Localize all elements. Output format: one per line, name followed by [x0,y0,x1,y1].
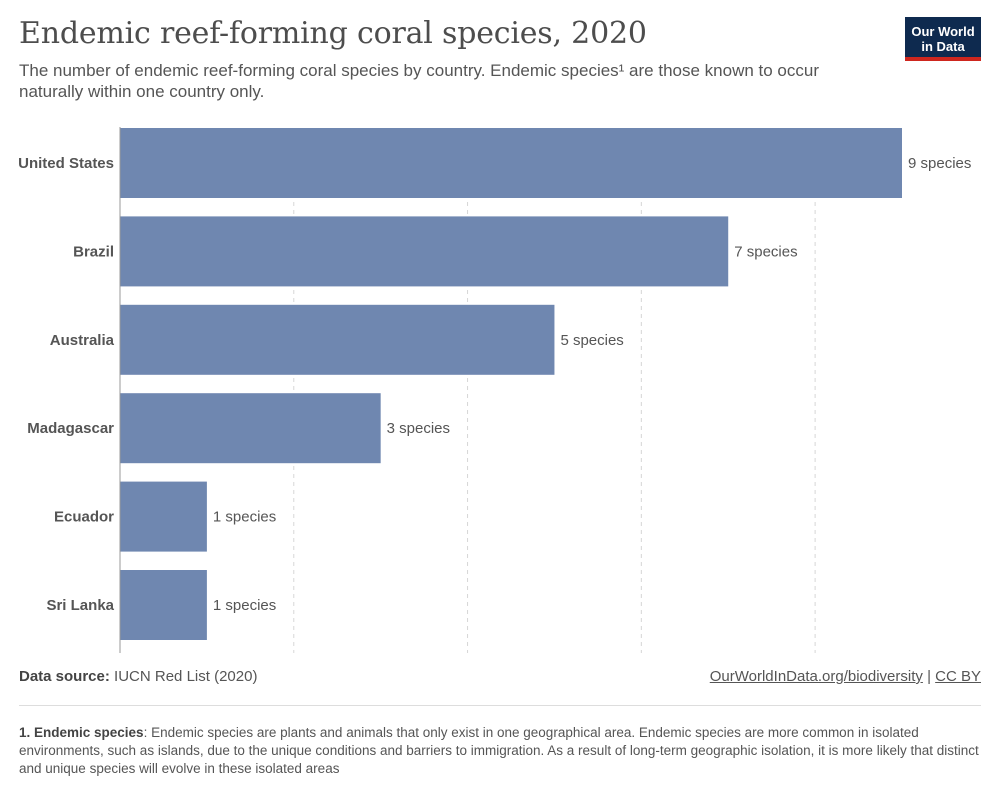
bar-chart: United States 9 species Brazil 7 species Aus… [18,127,971,653]
footer-divider [19,705,981,706]
logo-line-1: Our World [911,24,975,39]
footer-separator: | [927,668,931,685]
data-source: Data source: IUCN Red List (2020) [19,668,257,685]
footnote-text: : Endemic species are plants and animals… [19,725,979,776]
footnote: 1. Endemic species: Endemic species are … [19,724,981,778]
footer-links: OurWorldInData.org/biodiversity | CC BY [710,668,981,685]
bar-brazil [120,216,729,287]
data-source-label: Data source: [19,668,110,685]
chart-subtitle: The number of endemic reef-forming coral… [19,61,819,101]
bar-madagascar [120,393,381,464]
license-link[interactable]: CC BY [935,668,981,685]
value-label: 7 species [734,243,797,260]
category-label: Sri Lanka [46,597,114,614]
value-label: 5 species [560,332,623,349]
logo-line-2: in Data [921,39,965,54]
category-label: Brazil [73,243,114,260]
value-label: 1 species [213,597,276,614]
category-label: United States [18,155,114,172]
value-label: 3 species [387,420,450,437]
bar-ecuador [120,481,207,552]
owid-logo[interactable]: Our World in Data [905,17,981,61]
bar-united-states [120,128,902,198]
category-label: Ecuador [54,509,114,526]
chart-title: Endemic reef-forming coral species, 2020 [19,16,647,51]
category-label: Madagascar [27,420,114,437]
bar-australia [120,304,555,375]
biodiversity-link[interactable]: OurWorldInData.org/biodiversity [709,668,923,685]
category-label: Australia [50,332,115,349]
value-label: 1 species [213,509,276,526]
bar-sri-lanka [120,570,207,640]
data-source-value: IUCN Red List (2020) [114,668,258,685]
value-label: 9 species [908,155,971,172]
footnote-term: 1. Endemic species [19,725,144,740]
